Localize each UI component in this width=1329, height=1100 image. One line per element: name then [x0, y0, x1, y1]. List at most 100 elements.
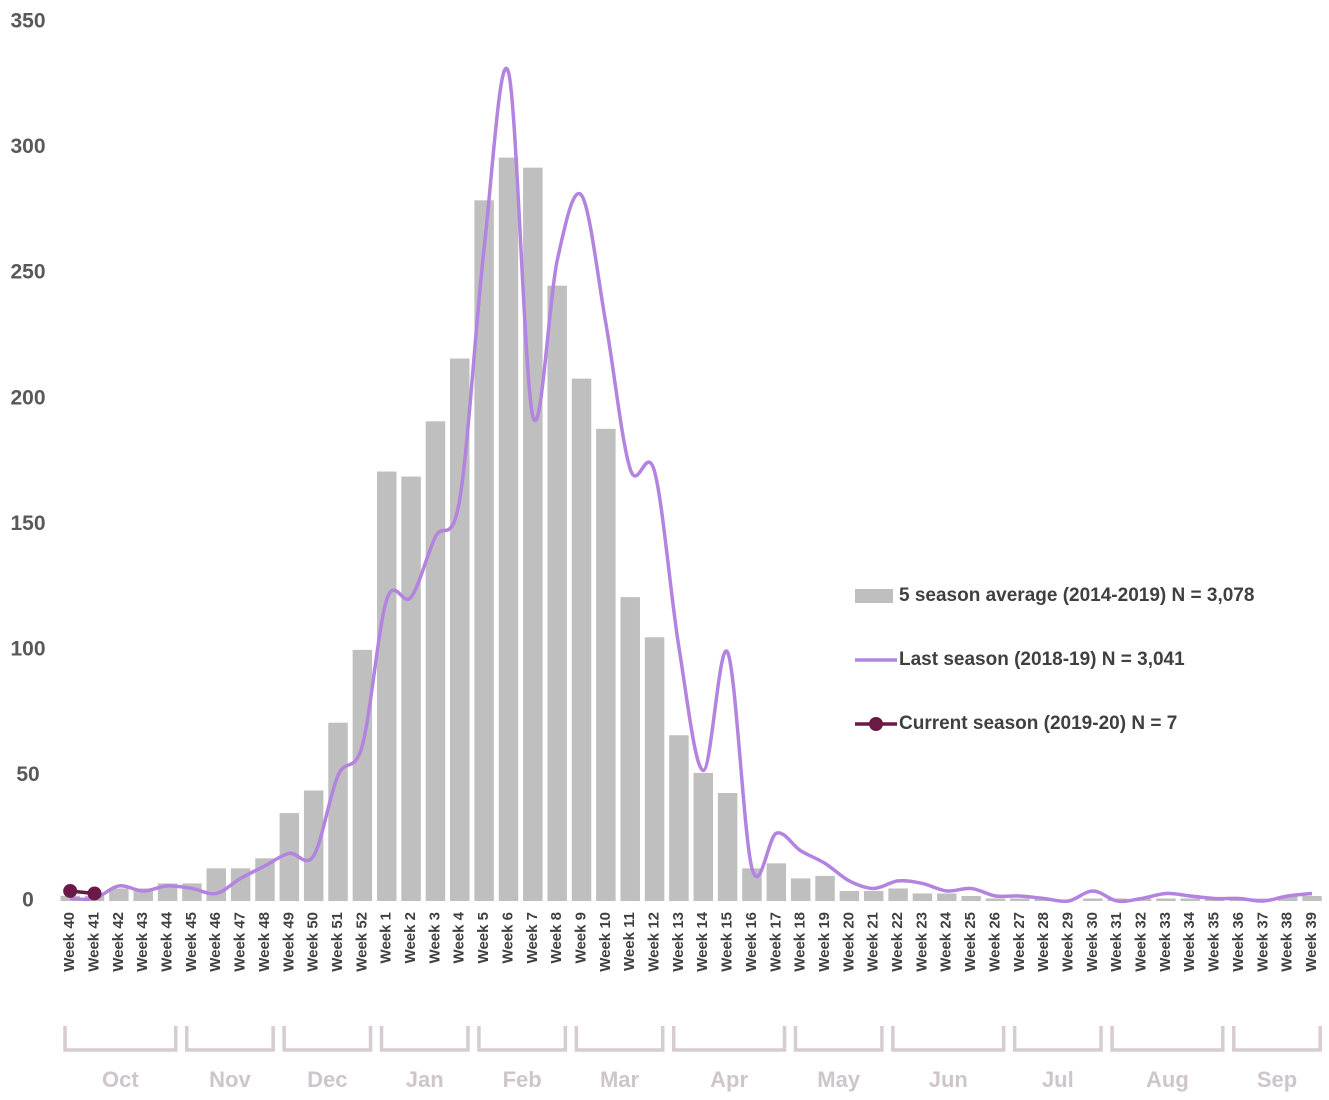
x-tick-label: Week 12: [646, 912, 663, 972]
legend-label: Current season (2019-20) N = 7: [899, 713, 1177, 734]
x-tick-label: Week 17: [767, 912, 784, 972]
bar: [620, 597, 640, 901]
x-tick-label: Week 46: [207, 912, 224, 972]
x-tick-label: Week 36: [1230, 912, 1247, 972]
bar: [888, 888, 908, 901]
month-label: Mar: [600, 1067, 640, 1092]
x-tick-label: Week 20: [840, 912, 857, 972]
x-tick-label: Week 7: [524, 912, 541, 963]
x-tick-label: Week 18: [792, 912, 809, 972]
x-tick-label: Week 47: [232, 912, 249, 972]
x-tick-label: Week 33: [1157, 912, 1174, 972]
x-tick-label: Week 45: [183, 912, 200, 972]
x-tick-label: Week 24: [938, 911, 955, 971]
x-tick-label: Week 15: [719, 912, 736, 972]
x-tick-label: Week 6: [499, 912, 516, 963]
month-bracket: [574, 1026, 665, 1052]
month-label: Feb: [503, 1067, 542, 1092]
month-label: Dec: [307, 1067, 347, 1092]
bar: [717, 793, 738, 901]
bar: [1302, 895, 1322, 901]
x-tick-label: Week 2: [402, 912, 419, 963]
x-tick-label: Week 19: [816, 912, 833, 972]
x-tick-label: Week 4: [451, 911, 468, 963]
month-bracket: [185, 1026, 275, 1052]
x-tick-label: Week 42: [110, 912, 127, 972]
bar: [937, 893, 957, 901]
x-tick-label: Week 37: [1254, 912, 1271, 972]
month-label: Oct: [102, 1067, 139, 1092]
month-label: Jul: [1042, 1067, 1074, 1092]
x-tick-label: Week 50: [305, 912, 322, 972]
bar: [425, 421, 446, 901]
month-bracket: [1110, 1026, 1225, 1052]
bar: [401, 476, 421, 901]
month-bracket: [1012, 1026, 1103, 1052]
x-tick-label: Week 52: [353, 912, 370, 972]
legend-label: Last season (2018-19) N = 3,041: [899, 649, 1185, 670]
x-tick-label: Week 40: [61, 912, 78, 972]
bar: [450, 358, 470, 901]
y-tick-label: 0: [22, 889, 34, 912]
legend-label: 5 season average (2014-2019) N = 3,078: [899, 585, 1254, 606]
bar: [547, 285, 567, 901]
x-tick-label: Week 49: [280, 912, 297, 972]
bar: [1156, 898, 1176, 901]
bar: [961, 895, 981, 901]
bar: [1083, 898, 1103, 901]
x-tick-label: Week 16: [743, 912, 760, 972]
bar: [523, 167, 543, 902]
x-tick-label: Week 43: [134, 912, 151, 972]
bar: [279, 813, 300, 901]
bar: [815, 875, 835, 901]
x-tick-label: Week 41: [85, 912, 102, 972]
x-tick-label: Week 31: [1108, 912, 1125, 972]
month-label: Aug: [1146, 1067, 1189, 1092]
y-tick-label: 200: [10, 386, 45, 409]
legend-swatch: [855, 589, 893, 603]
bar: [206, 868, 227, 901]
bar: [644, 637, 665, 901]
month-label: May: [817, 1067, 861, 1092]
month-label: Jun: [929, 1067, 968, 1092]
bar: [790, 878, 811, 901]
line: [70, 67, 1313, 904]
month-bracket: [282, 1026, 373, 1052]
x-tick-label: Week 30: [1084, 912, 1101, 972]
y-tick-label: 150: [10, 512, 45, 535]
bar: [1180, 898, 1201, 901]
x-tick-label: Week 8: [548, 912, 565, 963]
x-tick-label: Week 9: [572, 912, 589, 963]
x-tick-label: Week 22: [889, 912, 906, 972]
month-label: Nov: [209, 1067, 251, 1092]
bar: [352, 649, 373, 901]
y-tick-label: 100: [10, 637, 45, 660]
x-tick-label: Week 39: [1303, 912, 1320, 972]
bar: [1010, 898, 1030, 901]
bar: [474, 200, 494, 902]
x-tick-label: Week 32: [1133, 912, 1150, 972]
month-bracket: [793, 1026, 884, 1052]
month-label: Jan: [406, 1067, 444, 1092]
x-tick-label: Week 10: [597, 912, 614, 972]
bar: [839, 890, 860, 901]
y-tick-label: 250: [10, 261, 45, 284]
x-tick-label: Week 23: [913, 912, 930, 972]
y-tick-label: 350: [10, 10, 45, 33]
x-tick-label: Week 29: [1059, 912, 1076, 972]
bar: [985, 898, 1006, 901]
x-tick-label: Week 48: [256, 912, 273, 972]
month-bracket: [477, 1026, 568, 1052]
y-tick-label: 50: [16, 763, 39, 786]
x-tick-label: Week 13: [670, 912, 687, 972]
legend-marker: [869, 717, 883, 731]
bar: [376, 471, 397, 901]
bar: [669, 735, 689, 901]
bar: [912, 893, 933, 901]
point: [63, 883, 78, 898]
x-tick-label: Week 34: [1181, 911, 1198, 971]
point: [87, 886, 102, 901]
month-label: Sep: [1257, 1067, 1297, 1092]
bar: [109, 888, 129, 901]
